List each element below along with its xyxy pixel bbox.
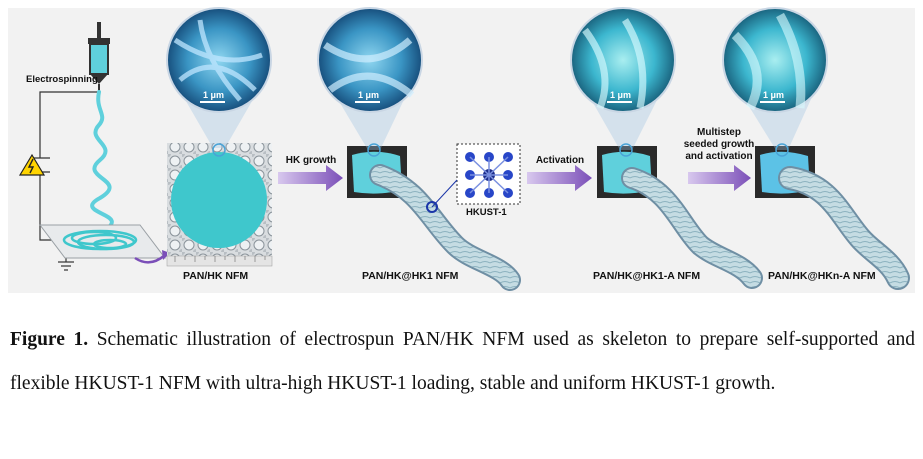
stage-label-pan-hk: PAN/HK NFM <box>183 270 249 282</box>
scale-bar-label: 1 μm <box>203 90 225 100</box>
electrospinning-label: Electrospinning <box>26 74 98 85</box>
multistep-line-2: seeded growth <box>683 139 755 150</box>
scale-bar-label: 1 μm <box>610 90 632 100</box>
arrow-multistep <box>688 165 751 191</box>
multistep-line-3: and activation <box>685 151 753 162</box>
arrow-activation <box>527 165 592 191</box>
schematic-figure: Electrospinning 1 μm 1 μm 1 μm 1 μm HK g… <box>8 7 915 293</box>
collected-fibers <box>62 229 138 251</box>
arrow-label-activation: Activation <box>535 155 585 166</box>
figure-caption: Figure 1. Schematic illustration of elec… <box>10 318 915 406</box>
figure-artwork <box>8 7 915 293</box>
sem-image-pan-hk-hk1-a <box>570 7 676 113</box>
high-voltage-icon <box>18 153 46 176</box>
hkust1-label: HKUST-1 <box>466 207 507 218</box>
stage-label-pan-hk-hk1-a: PAN/HK@HK1-A NFM <box>593 270 701 282</box>
multistep-line-1: Multistep <box>697 127 741 138</box>
arrow-label-multistep: Multistep seeded growth and activation <box>680 127 758 163</box>
scale-bar-label: 1 μm <box>763 90 785 100</box>
syringe-icon <box>88 22 110 92</box>
arrow-label-hk-growth: HK growth <box>285 155 337 166</box>
scale-bar-label: 1 μm <box>358 90 380 100</box>
caption-text: Schematic illustration of electrospun PA… <box>10 329 915 394</box>
arrow-hk-growth <box>278 165 343 191</box>
figure-number: Figure 1. <box>10 329 89 350</box>
stage-label-pan-hk-hkn-a: PAN/HK@HKn-A NFM <box>768 270 876 282</box>
stage-label-pan-hk-hk1: PAN/HK@HK1 NFM <box>362 270 459 282</box>
membrane-photo <box>171 152 267 248</box>
curved-arrow <box>134 254 166 264</box>
electrospun-jet <box>90 90 114 234</box>
